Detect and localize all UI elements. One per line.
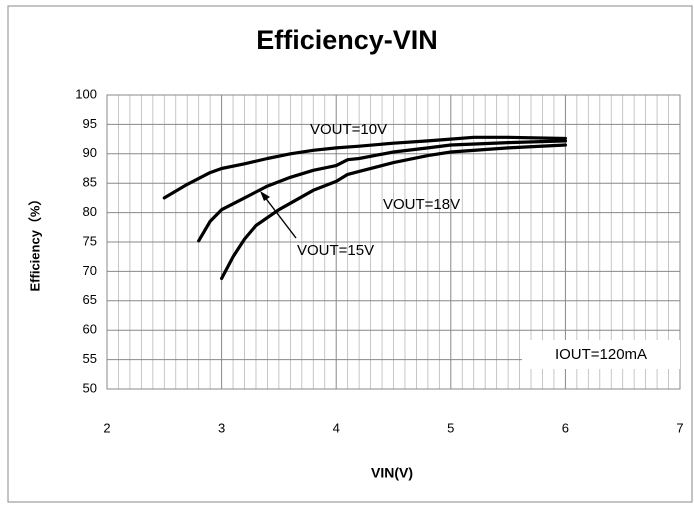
y-tick-label: 60 bbox=[83, 322, 97, 337]
y-tick-label: 85 bbox=[83, 175, 97, 190]
annotation: IOUT=120mA bbox=[555, 346, 647, 363]
annotations: VOUT=10V VOUT=18V VOUT=15V IOUT=120mA bbox=[297, 121, 647, 363]
annotation-arrow bbox=[263, 195, 297, 239]
y-tick-label: 80 bbox=[83, 204, 97, 219]
x-tick-label: 2 bbox=[103, 420, 110, 435]
series-line bbox=[162, 135, 567, 200]
annotation-box bbox=[522, 340, 680, 369]
chart-frame bbox=[7, 5, 693, 503]
annotation: VOUT=10V bbox=[310, 121, 387, 138]
x-tick-label: 5 bbox=[447, 420, 454, 435]
annotation: VOUT=15V bbox=[297, 242, 374, 259]
grid: 50 55 60 65 70 75 80 85 90 95 100 2 3 4 5 6 7 bbox=[75, 86, 683, 435]
x-tick-label: 7 bbox=[676, 420, 683, 435]
series-line bbox=[197, 139, 567, 243]
y-axis-label: Efficiency（%） bbox=[27, 193, 42, 292]
plot-lines bbox=[162, 135, 567, 281]
x-tick-label: 4 bbox=[333, 420, 340, 435]
chart-title: Efficiency-VIN bbox=[256, 25, 438, 55]
y-tick-label: 90 bbox=[83, 145, 97, 160]
y-tick-label: 95 bbox=[83, 116, 97, 131]
y-tick-label: 70 bbox=[83, 263, 97, 278]
y-tick-label: 55 bbox=[83, 351, 97, 366]
arrow-head bbox=[260, 191, 270, 201]
series-line bbox=[220, 143, 567, 281]
x-axis-label: VIN(V) bbox=[371, 465, 413, 481]
annotation: VOUT=18V bbox=[383, 196, 460, 213]
plot-border bbox=[106, 94, 681, 390]
x-tick-label: 6 bbox=[562, 420, 569, 435]
y-tick-label: 75 bbox=[83, 233, 97, 248]
y-tick-label: 65 bbox=[83, 292, 97, 307]
y-tick-label: 50 bbox=[83, 380, 97, 395]
x-tick-label: 3 bbox=[218, 420, 225, 435]
y-tick-label: 100 bbox=[75, 86, 97, 101]
